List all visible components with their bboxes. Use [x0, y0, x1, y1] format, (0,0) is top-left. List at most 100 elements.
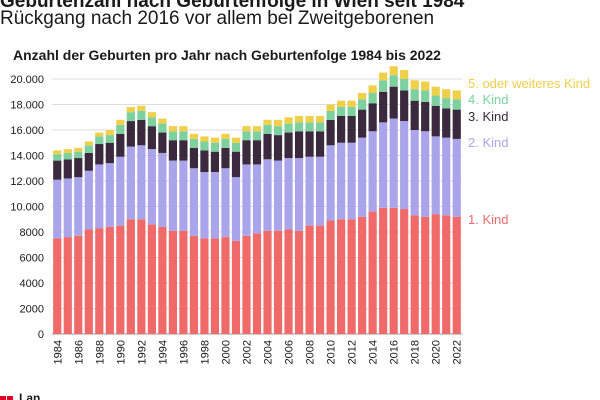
logo-square	[7, 396, 13, 400]
bar-segment	[105, 226, 114, 334]
y-axis-tick-labels: 0 2000 4000 6000 8000 10.000 12.000 14.000 16.00…	[10, 74, 44, 341]
bar-segment	[410, 130, 419, 216]
x-tick-label: 2000	[220, 340, 232, 364]
bar-segment	[137, 219, 146, 334]
bar-segment	[263, 119, 272, 125]
y-tick-label: 20.000	[10, 74, 44, 86]
bar-segment	[400, 121, 409, 210]
bar-segment	[231, 137, 241, 143]
bar-segment	[294, 230, 304, 334]
bar-segment	[210, 238, 220, 334]
bar-segment	[126, 146, 135, 220]
bar-segment	[63, 237, 72, 334]
bar-segment	[231, 142, 241, 152]
x-tick-label: 1988	[94, 340, 106, 364]
footer-logo: Land	[0, 386, 40, 400]
x-tick-label: 1986	[73, 340, 85, 364]
y-tick-label: 0	[38, 329, 44, 341]
legend-label: 5. oder weiteres Kind	[468, 76, 590, 91]
bar-segment	[158, 123, 167, 133]
x-tick-label: 2004	[263, 340, 275, 364]
bar-segment	[358, 137, 367, 217]
logo-text: Land	[19, 391, 40, 400]
bar-segment	[337, 115, 346, 143]
bar-segment	[305, 131, 314, 157]
x-tick-label: 1994	[157, 340, 169, 364]
bar-segment	[347, 107, 356, 116]
bar-segment	[105, 135, 114, 143]
bar-segment	[200, 172, 209, 239]
bar-segment	[347, 142, 356, 220]
bar-segment	[379, 122, 388, 208]
bar-segment	[431, 105, 440, 137]
bar-segment	[358, 109, 367, 138]
bar-segment	[305, 225, 314, 334]
y-tick-label: 4000	[20, 278, 44, 290]
bar-segment	[347, 100, 356, 108]
bar-segment	[158, 152, 167, 227]
bar-segment	[358, 93, 367, 100]
bar-segment	[337, 142, 346, 220]
bar-segment	[294, 158, 304, 231]
bar-segment	[126, 219, 135, 334]
bar-segment	[189, 235, 199, 334]
y-tick-label: 16.000	[10, 125, 44, 137]
bar-segment	[147, 117, 156, 127]
x-axis-tick-labels: 1984 1986 1988 1990 1992 1994 1996 1998 2000 2002…	[52, 340, 463, 364]
bar-segment	[231, 240, 241, 334]
bar-segment	[189, 168, 199, 236]
bar-segment	[63, 152, 72, 160]
bar-segment	[168, 230, 177, 334]
bar-segment	[221, 237, 230, 334]
y-tick-label: 14.000	[10, 151, 44, 163]
bar-segment	[74, 177, 83, 236]
bar-segment	[252, 164, 262, 234]
bar-segment	[252, 233, 262, 334]
bar-segment	[410, 100, 419, 130]
bar-segment	[358, 99, 367, 110]
bar-segment	[189, 138, 199, 148]
bar-segment	[95, 164, 104, 229]
legend-label: 1. Kind	[468, 212, 508, 227]
bar-segment	[116, 156, 125, 226]
chart-title: Anzahl der Geburten pro Jahr nach Geburt…	[13, 47, 441, 63]
bar-segment	[221, 138, 230, 148]
bar-segment	[389, 207, 398, 334]
bar-segment	[210, 151, 220, 173]
bar-segment	[337, 107, 346, 116]
bar-segment	[442, 89, 451, 99]
y-tick-label: 6000	[20, 253, 44, 265]
x-tick-label: 2020	[431, 340, 443, 364]
bar-segment	[200, 136, 209, 142]
bar-segment	[284, 117, 293, 124]
bar-segment	[389, 66, 398, 76]
bar-segment	[168, 126, 177, 132]
bar-segment	[126, 121, 135, 147]
y-tick-label: 2000	[20, 304, 44, 316]
bar-segment	[431, 214, 440, 334]
x-tick-label: 2010	[326, 340, 338, 364]
bar-segment	[105, 130, 114, 136]
bar-segment	[452, 99, 461, 110]
logo-square	[0, 396, 6, 400]
legend-label: 2. Kind	[468, 135, 508, 150]
bar-segment	[210, 142, 220, 152]
bar-segment	[74, 147, 83, 152]
bar-segment	[84, 152, 93, 171]
bar-segment	[53, 238, 62, 334]
bar-segment	[379, 207, 388, 334]
bar-segment	[442, 215, 451, 334]
y-tick-label: 10.000	[10, 202, 44, 214]
bar-segment	[273, 119, 283, 127]
bar-segment	[116, 124, 125, 134]
bar-segment	[63, 159, 72, 179]
bar-segment	[168, 131, 177, 141]
bar-segment	[200, 238, 209, 334]
bar-segment	[179, 140, 188, 161]
bar-segment	[263, 124, 272, 134]
bar-segment	[431, 95, 440, 106]
bar-segment	[179, 131, 188, 141]
bar-segment	[379, 91, 388, 123]
bar-segment	[368, 131, 377, 212]
